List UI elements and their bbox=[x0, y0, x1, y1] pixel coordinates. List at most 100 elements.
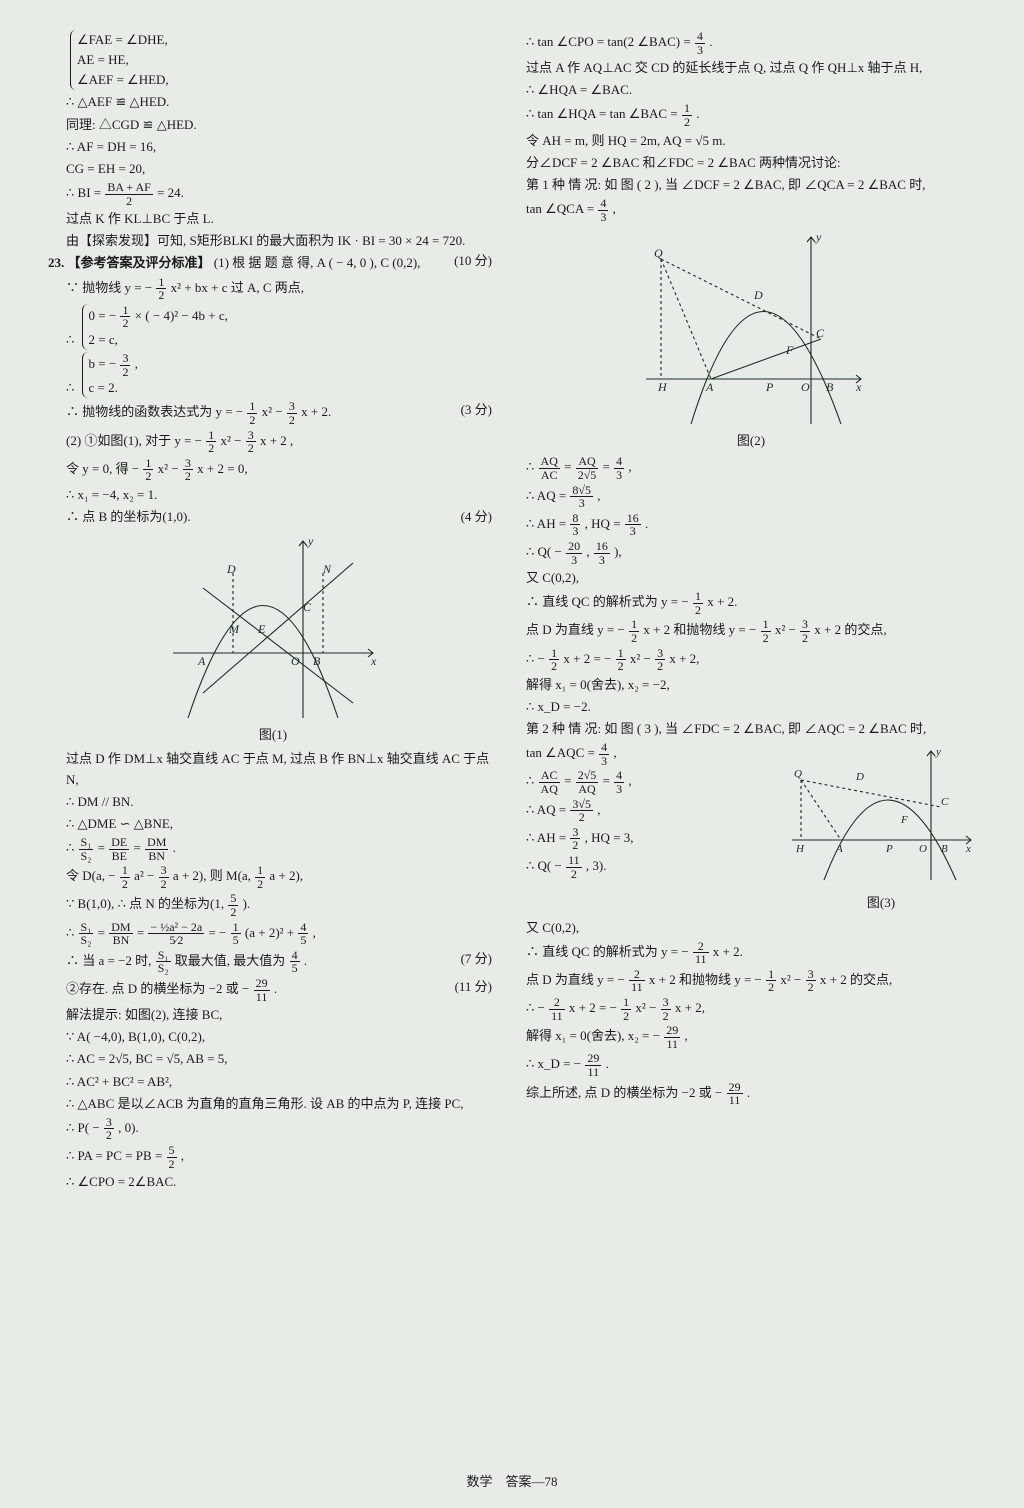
text: ∵ 抛物线 y = − 12 x² + bx + c 过 A, C 两点, bbox=[48, 276, 498, 302]
text: tan ∠QCA = bbox=[526, 201, 597, 216]
num: 1 bbox=[206, 429, 216, 443]
text: . bbox=[747, 1085, 750, 1100]
den: 5 bbox=[231, 934, 241, 947]
svg-text:C: C bbox=[941, 796, 949, 808]
text: ∴ △DME ∽ △BNE, bbox=[48, 814, 498, 834]
den: 3 bbox=[614, 469, 624, 482]
num: 4 bbox=[290, 949, 300, 963]
text: x + 2 , bbox=[260, 433, 293, 448]
text: ∴ 抛物线的函数表达式为 y = − bbox=[66, 405, 246, 420]
svg-text:H: H bbox=[657, 380, 668, 394]
text: x² − bbox=[220, 433, 244, 448]
num: 1 bbox=[255, 864, 265, 878]
text: ). bbox=[243, 896, 251, 911]
svg-text:A: A bbox=[197, 654, 206, 668]
num: 29 bbox=[585, 1052, 601, 1066]
text: ∴ AQ = bbox=[526, 488, 569, 503]
score: (11 分) bbox=[455, 977, 492, 997]
den: 2 bbox=[549, 660, 559, 673]
svg-text:D: D bbox=[855, 771, 864, 783]
text: ∴ AH = bbox=[526, 516, 569, 531]
num: DM bbox=[109, 921, 132, 935]
text: , bbox=[613, 201, 616, 216]
den: 5⁄2 bbox=[148, 934, 204, 947]
num: 11 bbox=[566, 854, 582, 868]
text: = bbox=[603, 459, 614, 474]
svg-text:M: M bbox=[228, 622, 240, 636]
text: . bbox=[606, 1057, 609, 1072]
num: AQ bbox=[539, 455, 560, 469]
den: 2 bbox=[156, 289, 166, 302]
text: . bbox=[645, 516, 648, 531]
svg-text:x: x bbox=[855, 380, 862, 394]
text: , bbox=[613, 745, 616, 760]
page-footer: 数学 答案—78 bbox=[0, 1471, 1024, 1490]
text: ∴ AF = DH = 16, bbox=[48, 137, 498, 157]
text: 令 AH = m, 则 HQ = 2m, AQ = √5 m. bbox=[526, 131, 976, 151]
text: x + 2. bbox=[301, 405, 331, 420]
den: S₂ bbox=[79, 934, 94, 947]
text: ∴ 直线 QC 的解析式为 y = − 211 x + 2. bbox=[526, 940, 976, 966]
den: 2 bbox=[105, 195, 152, 208]
text: = bbox=[98, 840, 109, 855]
svg-text:A: A bbox=[835, 843, 843, 855]
text: ∴ 当 a = −2 时, bbox=[66, 953, 155, 968]
text: , bbox=[628, 774, 631, 789]
num: 5 bbox=[228, 892, 238, 906]
den: 3 bbox=[614, 783, 624, 796]
text: 点 D 为直线 y = − 211 x + 2 和抛物线 y = − 12 x²… bbox=[526, 968, 976, 994]
text: 第 1 种 情 况: 如 图 ( 2 ), 当 ∠DCF = 2 ∠BAC, 即… bbox=[526, 175, 976, 195]
text: x + 2, bbox=[669, 651, 699, 666]
text: tan ∠QCA = 43 , bbox=[526, 197, 976, 223]
figure-3: y x Q H A P O B C D F 图(3) bbox=[786, 745, 976, 913]
den: 3 bbox=[570, 497, 593, 510]
columns: ∠FAE = ∠DHE, AE = HE, ∠AEF = ∠HED, ∴ △AE… bbox=[48, 30, 976, 1450]
text: . bbox=[709, 34, 712, 49]
text: ∴ bbox=[526, 774, 538, 789]
den: 2 bbox=[806, 981, 816, 994]
text: ∴ 直线 QC 的解析式为 y = − 12 x + 2. bbox=[526, 590, 976, 616]
text: 由【探索发现】可知, S矩形BLKI 的最大面积为 IK · BI = 30 ×… bbox=[66, 233, 465, 248]
text: ∴ Q( − 203 , 163 ), bbox=[526, 540, 976, 566]
text: ∵ 抛物线 y = − bbox=[66, 280, 155, 295]
text: ), bbox=[614, 544, 622, 559]
text: ∴ AH = 83 , HQ = 163 . bbox=[526, 512, 976, 538]
num: 1 bbox=[120, 864, 130, 878]
text: ∴ 点 B 的坐标为(1,0). bbox=[66, 509, 191, 524]
text: 同理: △CGD ≌ △HED. bbox=[48, 115, 498, 135]
text: 令 D(a, − 12 a² − 32 a + 2), 则 M(a, 12 a … bbox=[48, 864, 498, 890]
text: = bbox=[98, 925, 109, 940]
fig1-label: 图(1) bbox=[259, 725, 287, 745]
den: 2 bbox=[143, 470, 153, 483]
text: = bbox=[133, 840, 144, 855]
text: ∴ bbox=[66, 840, 78, 855]
den: 2 bbox=[206, 442, 216, 455]
text: 分∠DCF = 2 ∠BAC 和∠FDC = 2 ∠BAC 两种情况讨论: bbox=[526, 153, 976, 173]
den: 2 bbox=[255, 878, 265, 891]
num: AC bbox=[539, 769, 560, 783]
text: 解得 x₁ = 0(舍去), x₂ = − bbox=[526, 1028, 663, 1043]
text: ∴ 直线 QC 的解析式为 y = − bbox=[526, 944, 692, 959]
text: ②存在. 点 D 的横坐标为 −2 或 − bbox=[66, 981, 253, 996]
text: = bbox=[137, 925, 148, 940]
qnum: 23. bbox=[48, 255, 64, 270]
den: 3 bbox=[599, 755, 609, 768]
text: ∴ AC² + BC² = AB², bbox=[48, 1072, 498, 1092]
den: 5 bbox=[298, 934, 308, 947]
text: 过点 K 作 KL⊥BC 于点 L. bbox=[48, 209, 498, 229]
text: x + 2 = − bbox=[569, 1000, 620, 1015]
text: 综上所述, 点 D 的横坐标为 −2 或 − bbox=[526, 1085, 726, 1100]
text: CG = EH = 20, bbox=[48, 159, 498, 179]
den: 11 bbox=[693, 953, 709, 966]
den: AQ bbox=[576, 783, 599, 796]
text: 过点 D 作 DM⊥x 轴交直线 AC 于点 M, 过点 B 作 BN⊥x 轴交… bbox=[48, 749, 498, 789]
text: x + 2. bbox=[713, 944, 743, 959]
den: 11 bbox=[585, 1066, 601, 1079]
den: 2 bbox=[159, 878, 169, 891]
text: 点 D 为直线 y = − 12 x + 2 和抛物线 y = − 12 x² … bbox=[526, 618, 976, 644]
num: 1 bbox=[616, 647, 626, 661]
text: 又 C(0,2), bbox=[526, 918, 976, 938]
den: 3 bbox=[594, 554, 610, 567]
text: ∴ Q( − bbox=[526, 858, 565, 873]
den: 2 bbox=[616, 660, 626, 673]
